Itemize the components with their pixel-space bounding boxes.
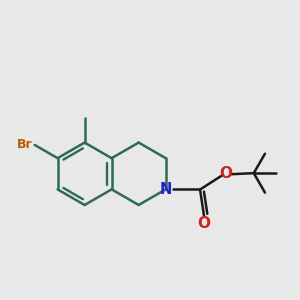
Text: Br: Br: [16, 138, 32, 151]
Text: O: O: [219, 166, 232, 181]
Text: O: O: [198, 216, 211, 231]
Text: N: N: [160, 182, 172, 197]
